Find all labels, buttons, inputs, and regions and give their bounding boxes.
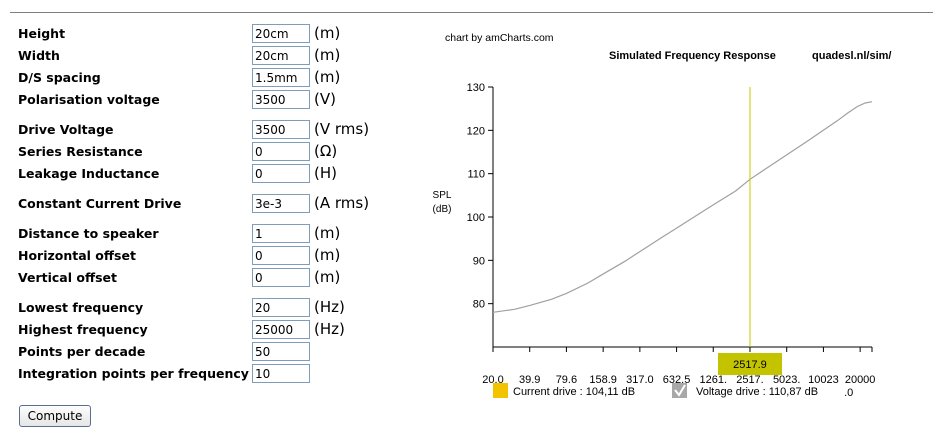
field-label: Highest frequency	[18, 322, 148, 337]
field-unit: (A rms)	[314, 194, 370, 212]
field-unit: (Hz)	[314, 320, 345, 338]
field-label: Lowest frequency	[18, 300, 144, 315]
x-tick-label-extra: .0	[844, 387, 853, 399]
field-label: Vertical offset	[18, 270, 117, 285]
field-unit: (m)	[314, 24, 341, 42]
field-input[interactable]	[252, 364, 310, 383]
x-tick-label: 2517.	[736, 374, 764, 386]
field-input[interactable]	[252, 298, 310, 317]
field-input[interactable]	[252, 342, 310, 361]
field-unit: (m)	[314, 246, 341, 264]
legend-marker-current-drive[interactable]	[493, 383, 508, 398]
x-tick-label: 10023	[808, 374, 839, 386]
y-tick-label: 80	[473, 299, 485, 311]
field-input[interactable]	[252, 46, 310, 65]
field-input[interactable]	[252, 68, 310, 87]
field-label: Series Resistance	[18, 144, 143, 159]
field-unit: (V rms)	[314, 120, 370, 138]
chart-site-label: quadesl.nl/sim/	[812, 50, 892, 62]
chart-title: Simulated Frequency Response	[609, 50, 776, 62]
y-axis-label: (dB)	[433, 204, 452, 215]
x-tick-label: 39.9	[519, 374, 540, 386]
field-label: Points per decade	[18, 344, 146, 359]
field-input[interactable]	[252, 320, 310, 339]
field-label: Distance to speaker	[18, 226, 159, 241]
field-unit: (V)	[314, 90, 336, 108]
field-unit: (m)	[314, 46, 341, 64]
field-unit: (Hz)	[314, 298, 345, 316]
x-tick-label: 1261.	[699, 374, 727, 386]
x-tick-label: 5023.	[773, 374, 801, 386]
voltage-drive-series-line	[492, 101, 873, 313]
field-label: Width	[18, 48, 60, 63]
top-divider	[10, 12, 933, 13]
field-label: Leakage Inductance	[18, 166, 160, 181]
field-unit: (H)	[314, 164, 337, 182]
x-tick-label: 317.0	[626, 374, 654, 386]
x-tick-label: 158.9	[589, 374, 617, 386]
y-tick-label: 130	[467, 82, 485, 94]
field-input[interactable]	[252, 24, 310, 43]
field-label: Horizontal offset	[18, 248, 136, 263]
field-input[interactable]	[252, 224, 310, 243]
cursor-value-label: 2517.9	[733, 359, 767, 371]
y-tick-label: 100	[467, 212, 485, 224]
chart-credit-link[interactable]: chart by amCharts.com	[445, 32, 554, 44]
field-input[interactable]	[252, 246, 310, 265]
field-input[interactable]	[252, 90, 310, 109]
field-unit: (m)	[314, 68, 341, 86]
y-axis-label: SPL	[433, 190, 452, 201]
field-unit: (Ω)	[314, 142, 338, 160]
frequency-response-chart: chart by amCharts.com Simulated Frequenc…	[420, 20, 940, 430]
field-input[interactable]	[252, 194, 310, 213]
field-input[interactable]	[252, 164, 310, 183]
field-label: Integration points per frequency	[18, 366, 249, 381]
field-label: Drive Voltage	[18, 122, 114, 137]
parameters-form: Height (m) Width (m) D/S spacing (m) Polarisat…	[0, 0, 420, 438]
field-label: D/S spacing	[18, 70, 101, 85]
x-tick-label: 79.6	[556, 374, 577, 386]
legend-label-voltage-drive[interactable]: Voltage drive : 110,87 dB	[696, 386, 818, 398]
y-tick-label: 110	[467, 169, 485, 181]
legend-label-current-drive[interactable]: Current drive : 104,11 dB	[513, 386, 635, 398]
field-input[interactable]	[252, 142, 310, 161]
field-unit: (m)	[314, 224, 341, 242]
field-unit: (m)	[314, 268, 341, 286]
cursor-badge	[717, 353, 782, 375]
field-label: Height	[18, 26, 66, 41]
field-label: Polarisation voltage	[18, 92, 160, 107]
field-input[interactable]	[252, 120, 310, 139]
x-tick-label: 20000	[845, 374, 876, 386]
check-icon	[674, 384, 686, 397]
y-tick-label: 90	[473, 255, 485, 267]
field-label: Constant Current Drive	[18, 196, 182, 211]
field-input[interactable]	[252, 268, 310, 287]
compute-button[interactable]: Compute	[19, 405, 91, 427]
y-tick-label: 120	[467, 125, 485, 137]
